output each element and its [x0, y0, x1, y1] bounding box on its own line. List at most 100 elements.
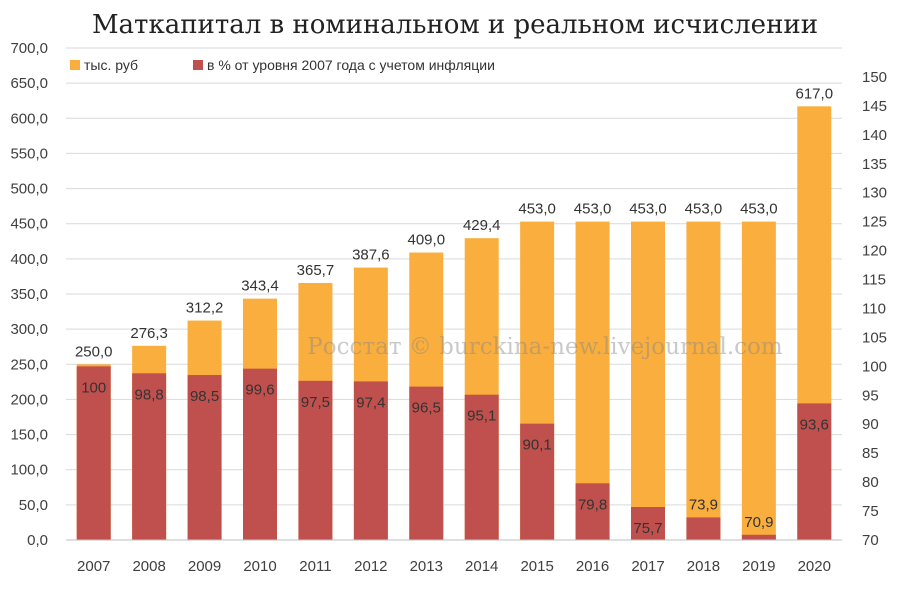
- right-tick-label: 70: [862, 532, 879, 549]
- grid: [66, 47, 842, 541]
- bar-real: [741, 534, 776, 540]
- data-label-nominal: 617,0: [796, 85, 834, 102]
- data-labels: 250,0 100 276,3 98,8 312,2 98,5 343,4 99,6 365,7…: [75, 85, 833, 537]
- data-label-nominal: 453,0: [574, 201, 612, 218]
- right-tick-label: 90: [862, 416, 879, 433]
- left-tick-label: 300,0: [10, 321, 48, 338]
- right-tick-label: 75: [862, 503, 879, 520]
- legend-label-real: в % от уровня 2007 года с учетом инфляци…: [207, 57, 495, 73]
- bar-real: [631, 507, 665, 540]
- data-label-nominal: 429,4: [463, 217, 501, 234]
- bar-real: [686, 517, 721, 540]
- chart-title: Маткапитал в номинальном и реальном исчи…: [92, 10, 818, 40]
- right-tick-label: 135: [862, 156, 887, 173]
- right-tick-label: 80: [862, 474, 879, 491]
- data-label-real: 97,4: [356, 394, 385, 411]
- left-tick-label: 500,0: [10, 181, 48, 198]
- data-label-real: 75,7: [633, 520, 662, 537]
- data-label-nominal: 365,7: [297, 262, 335, 279]
- bar-nominal: [686, 221, 721, 540]
- x-tick-label: 2017: [631, 558, 664, 575]
- left-tick-label: 650,0: [10, 75, 48, 92]
- legend-label-nominal: тыс. руб: [84, 57, 138, 73]
- data-label-nominal: 343,4: [241, 278, 279, 295]
- legend-swatch-real: [193, 60, 203, 70]
- data-label-real: 70,9: [744, 514, 773, 531]
- x-tick-label: 2013: [410, 558, 443, 575]
- watermark: Росстат © burckina-new.livejournal.com: [307, 334, 783, 360]
- data-label-nominal: 276,3: [130, 325, 168, 342]
- bar-real: [187, 375, 222, 540]
- data-label-real: 73,9: [689, 496, 718, 513]
- left-axis: 0,0 50,0 100,0 150,0 200,0 250,0 300,0 350,0 400…: [10, 40, 48, 549]
- x-tick-label: 2018: [687, 558, 720, 575]
- data-label-real: 97,5: [301, 394, 330, 411]
- data-label-real: 93,6: [800, 416, 829, 433]
- left-tick-label: 350,0: [10, 286, 48, 303]
- x-tick-label: 2007: [77, 558, 110, 575]
- data-label-nominal: 453,0: [685, 201, 723, 218]
- legend: тыс. руб в % от уровня 2007 года с учето…: [70, 57, 495, 73]
- x-axis: 2007 2008 2009 2010 2011 2012 2013 2014 2015 2016…: [66, 539, 842, 575]
- x-tick-label: 2014: [465, 558, 498, 575]
- right-tick-label: 105: [862, 329, 887, 346]
- x-tick-label: 2012: [354, 558, 387, 575]
- right-tick-label: 100: [862, 358, 887, 375]
- right-tick-label: 120: [862, 243, 887, 260]
- data-label-real: 90,1: [523, 437, 552, 454]
- data-label-real: 98,8: [135, 386, 164, 403]
- right-tick-label: 115: [862, 272, 886, 289]
- right-tick-label: 140: [862, 127, 887, 144]
- bar-real: [353, 381, 388, 540]
- bar-real: [409, 386, 444, 540]
- data-label-real: 100: [81, 379, 106, 396]
- left-tick-label: 150,0: [10, 427, 48, 444]
- bar-real: [797, 403, 832, 540]
- bar-real: [76, 366, 111, 540]
- right-tick-label: 145: [862, 98, 887, 115]
- data-label-nominal: 387,6: [352, 247, 390, 264]
- data-label-real: 95,1: [467, 408, 496, 425]
- left-tick-label: 50,0: [19, 497, 48, 514]
- data-label-real: 96,5: [412, 400, 441, 417]
- bar-real: [575, 483, 610, 540]
- legend-swatch-nominal: [70, 60, 80, 70]
- bar-nominal: [741, 221, 776, 540]
- data-label-nominal: 453,0: [740, 201, 778, 218]
- data-label-nominal: 453,0: [629, 201, 667, 218]
- x-tick-label: 2016: [576, 558, 609, 575]
- right-tick-label: 95: [862, 387, 879, 404]
- bar-real: [520, 423, 555, 540]
- right-tick-label: 110: [862, 300, 886, 317]
- data-label-nominal: 409,0: [408, 232, 446, 249]
- data-label-nominal: 312,2: [186, 300, 224, 317]
- bar-real: [298, 380, 333, 540]
- left-tick-label: 700,0: [10, 40, 48, 57]
- x-tick-label: 2019: [742, 558, 775, 575]
- left-tick-label: 600,0: [10, 110, 48, 127]
- x-tick-label: 2008: [132, 558, 165, 575]
- right-tick-label: 130: [862, 185, 887, 202]
- left-tick-label: 0,0: [27, 532, 48, 549]
- bar-nominal: [631, 221, 665, 540]
- right-tick-label: 150: [862, 69, 887, 86]
- x-tick-label: 2010: [243, 558, 276, 575]
- bar-real: [464, 394, 499, 540]
- data-label-nominal: 250,0: [75, 343, 113, 360]
- data-label-real: 79,8: [578, 496, 607, 513]
- bar-real: [243, 368, 277, 540]
- right-axis: 70 75 80 85 90 95 100 105 110 115 120 125 130 135 140 1…: [862, 69, 887, 549]
- x-tick-label: 2015: [520, 558, 553, 575]
- left-tick-label: 100,0: [10, 462, 48, 479]
- left-tick-label: 200,0: [10, 391, 48, 408]
- x-tick-label: 2011: [299, 558, 331, 575]
- left-tick-label: 550,0: [10, 145, 48, 162]
- x-tick-label: 2020: [798, 558, 831, 575]
- right-tick-label: 125: [862, 214, 887, 231]
- data-label-nominal: 453,0: [518, 201, 556, 218]
- bars: [76, 106, 832, 540]
- left-tick-label: 400,0: [10, 251, 48, 268]
- left-tick-label: 450,0: [10, 216, 48, 233]
- right-tick-label: 85: [862, 445, 879, 462]
